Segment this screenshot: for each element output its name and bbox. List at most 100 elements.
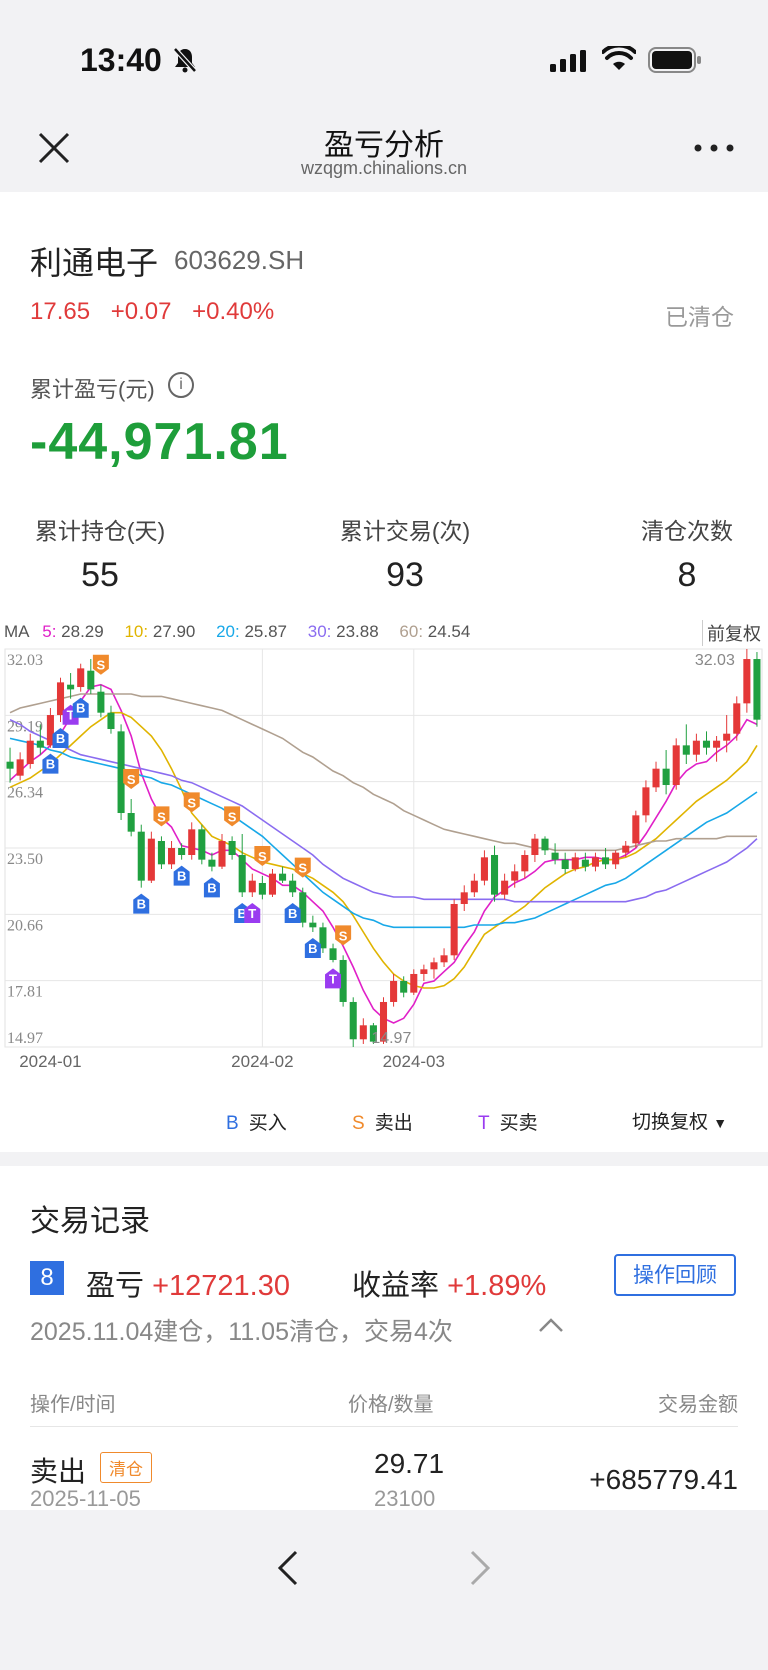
trade-signal-s[interactable]: S — [224, 806, 241, 827]
trade-signal-s[interactable]: S — [294, 857, 311, 878]
bell-muted-icon — [173, 47, 197, 73]
candle-body — [379, 1001, 388, 1042]
forward-arrow-icon[interactable] — [468, 1548, 492, 1588]
trade-signal-t[interactable]: T — [325, 968, 342, 989]
trade-signal-b[interactable]: B — [42, 753, 59, 774]
candle-body — [430, 962, 438, 970]
signal-marker — [173, 865, 190, 886]
signal-letter: B — [207, 880, 216, 895]
review-button[interactable]: 操作回顾 — [614, 1254, 736, 1296]
candle-body — [238, 854, 246, 893]
trade-signal-b[interactable]: B — [203, 877, 220, 898]
stat-holding-days: 累计持仓(天) 55 — [30, 512, 170, 595]
signal-marker — [92, 654, 109, 675]
trade-signal-b[interactable]: B — [173, 865, 190, 886]
signal-marker — [72, 697, 89, 718]
candle-body — [652, 768, 660, 788]
candle-body — [228, 841, 236, 855]
caret-down-icon: ▼ — [713, 1115, 728, 1131]
table-divider — [30, 1426, 738, 1427]
ma10-label: 10: — [124, 622, 149, 641]
candle-body — [127, 813, 135, 832]
signal-letter: S — [258, 849, 267, 864]
candle-body — [702, 740, 711, 748]
trade-qty: 23100 — [374, 1486, 436, 1511]
trade-signal-b[interactable]: B — [72, 697, 89, 718]
candle-body — [450, 903, 458, 956]
trade-signal-b[interactable]: B — [52, 728, 69, 749]
trade-signal-t[interactable]: T — [244, 902, 261, 923]
candle-body — [87, 670, 95, 690]
close-icon[interactable] — [34, 128, 74, 168]
candle-body — [672, 745, 680, 786]
ma20-label: 20: — [216, 622, 240, 641]
candle-body — [531, 838, 539, 855]
candle-body — [147, 838, 155, 881]
trade-signal-s[interactable]: S — [335, 925, 352, 946]
trade-signal-b[interactable]: B — [304, 937, 321, 958]
ma-item: 5: 28.29 — [42, 622, 111, 641]
signal-marker — [203, 877, 220, 898]
trade-signal-s[interactable]: S — [254, 845, 271, 866]
signal-letter: T — [67, 708, 75, 723]
trade-signal-s[interactable]: S — [153, 806, 170, 827]
legend-buy-label: 买入 — [248, 1113, 287, 1134]
back-arrow-icon[interactable] — [276, 1548, 300, 1588]
switch-adjust-button[interactable]: 切换复权 ▼ — [632, 1107, 727, 1134]
candle-body — [551, 852, 559, 860]
cumulative-pl-value: -44,971.81 — [30, 413, 289, 471]
signal-letter: S — [187, 795, 196, 810]
clear-tag: 清仓 — [100, 1452, 152, 1483]
status-bar: 13:40 — [0, 0, 768, 120]
candle-body — [117, 731, 125, 814]
stock-price-line: 17.65 +0.07 +0.40% — [30, 298, 288, 326]
collapse-chevron-icon[interactable] — [538, 1316, 564, 1334]
candle-body — [501, 880, 509, 895]
adjust-mode-label[interactable]: 前复权 — [702, 620, 761, 646]
legend-sell: S 卖出 — [352, 1113, 413, 1134]
trade-signal-b[interactable]: B — [284, 902, 301, 923]
signal-marker — [284, 902, 301, 923]
candle-body — [713, 740, 721, 748]
trade-signal-b[interactable]: B — [133, 893, 150, 914]
signal-letter: S — [339, 928, 348, 943]
candle-body — [571, 857, 579, 869]
browser-bottom-bar — [0, 1510, 768, 1670]
ma5-label: 5: — [42, 622, 57, 641]
position-status: 已清仓 — [665, 304, 734, 330]
candle-body — [299, 892, 307, 923]
candle-body — [258, 882, 266, 895]
candle-body — [541, 838, 549, 851]
candle-body — [591, 857, 599, 867]
signal-marker — [244, 902, 261, 923]
y-tick-label: 14.97 — [7, 1030, 43, 1047]
info-icon[interactable]: i — [168, 372, 194, 398]
candle-body — [157, 841, 165, 865]
trade-signal-s[interactable]: S — [123, 769, 140, 790]
candle-body — [632, 815, 640, 844]
more-icon[interactable] — [690, 138, 740, 158]
signal-letter: B — [137, 897, 146, 912]
legend-both-label: 买卖 — [499, 1113, 538, 1134]
signal-letter: B — [308, 941, 317, 956]
trade-signal-s[interactable]: S — [183, 792, 200, 813]
signal-letter: B — [76, 701, 85, 716]
x-tick-label: 2024-03 — [383, 1052, 445, 1071]
candle-body — [733, 703, 741, 734]
ma-line-ma60 — [9, 693, 757, 852]
candle-body — [218, 841, 226, 867]
signal-letter: S — [127, 772, 136, 787]
signal-letter: T — [329, 971, 337, 986]
trade-signal-s[interactable]: S — [92, 654, 109, 675]
ma-line-ma10 — [9, 711, 758, 989]
candle-body — [279, 873, 287, 881]
records-title: 交易记录 — [30, 1205, 150, 1238]
battery-icon — [648, 47, 701, 73]
candlestick-chart[interactable]: 32.0329.1926.3423.5020.6617.8114.972024-… — [0, 645, 768, 1075]
candle-body — [682, 745, 690, 755]
stat-value: 93 — [386, 556, 424, 594]
candle-body — [208, 859, 216, 867]
return-label: 收益率 — [352, 1270, 440, 1302]
candle-body — [743, 659, 751, 704]
candle-body — [692, 740, 700, 755]
